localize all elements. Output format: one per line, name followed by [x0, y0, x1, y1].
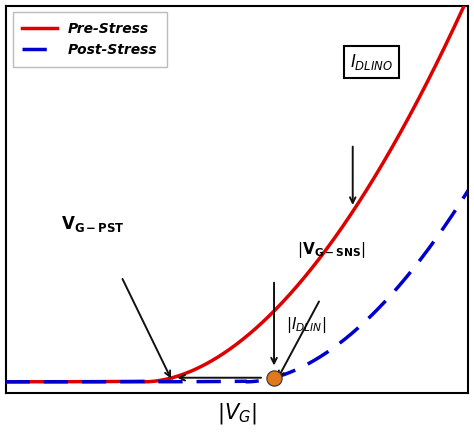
X-axis label: $|V_G|$: $|V_G|$ — [217, 401, 257, 426]
Text: $\mathit{I}_{DLINO}$: $\mathit{I}_{DLINO}$ — [350, 52, 393, 72]
Legend: Pre-Stress, Post-Stress: Pre-Stress, Post-Stress — [12, 13, 167, 67]
Text: $|\mathbf{V_{G-SNS}}|$: $|\mathbf{V_{G-SNS}}|$ — [297, 240, 366, 260]
Text: $|\mathit{I}_{DLIN}|$: $|\mathit{I}_{DLIN}|$ — [286, 315, 326, 335]
Text: $\mathbf{V_{G-PST}}$: $\mathbf{V_{G-PST}}$ — [61, 214, 125, 234]
